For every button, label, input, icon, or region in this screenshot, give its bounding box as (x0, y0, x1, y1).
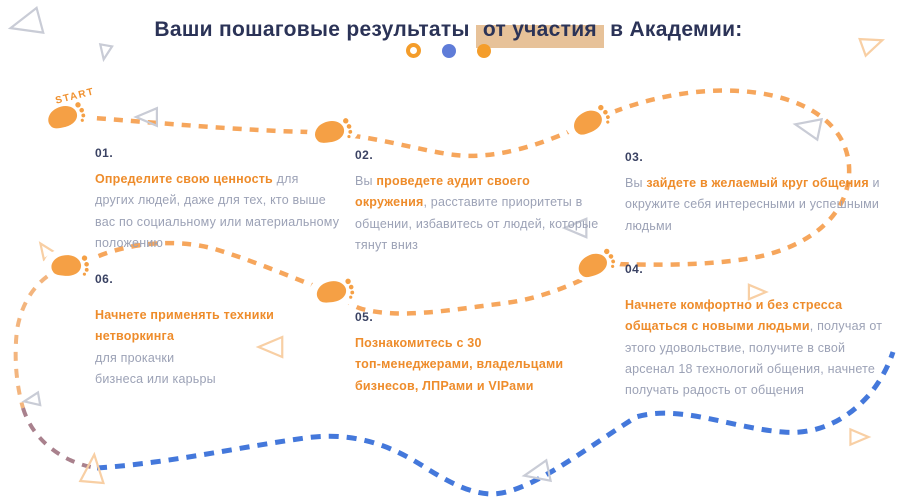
step-06: 06. Начнете применять техники нетворкинг… (95, 272, 350, 390)
triangle-icon (860, 32, 886, 56)
triangle-icon (23, 392, 40, 407)
triangle-icon (850, 429, 868, 444)
triangle-icon (565, 219, 587, 237)
step-text: Вы зайдете в желаемый круг общения и окр… (625, 173, 885, 237)
step-text-highlight: Начнете комфортно и без стресса общаться… (625, 298, 843, 334)
step-text-post: и окружите себя интересными и успешными … (625, 176, 880, 233)
step-text: Познакомитесь с 30 топ-менеджерами, влад… (355, 333, 590, 397)
carousel-dot-3[interactable] (477, 43, 491, 58)
step-text: Определите свою ценность для других люде… (95, 169, 340, 254)
carousel-dot-2[interactable] (442, 43, 456, 58)
triangle-icon (259, 337, 283, 357)
step-text: Вы проведете аудит своего окружения, рас… (355, 171, 600, 256)
step-05: 05. Познакомитесь с 30 топ-менеджерами, … (355, 310, 590, 397)
step-text-pre: Вы (355, 174, 377, 188)
step-text-highlight: Начнете применять техники нетворкинга (95, 308, 275, 344)
step-text-highlight: проведете аудит своего окружения (355, 174, 530, 210)
triangle-icon (522, 460, 550, 485)
footprint-icon-step6 (42, 246, 98, 284)
triangle-icon (749, 285, 766, 299)
carousel-dot-1[interactable] (406, 43, 421, 58)
dashed-path-rose-transition (21, 407, 98, 470)
triangle-icon (7, 8, 43, 41)
triangle-icon (793, 114, 821, 139)
step-04: 04. Начнете комфортно и без стресса обща… (625, 262, 889, 401)
footprint-icon-step3 (560, 94, 622, 146)
step-text-highlight: Определите свою ценность (95, 172, 273, 186)
step-text-post: для прокачки бизнеса или карьры (95, 350, 216, 386)
title-highlight: от участия (475, 18, 604, 49)
step-text-pre: Вы (625, 176, 647, 190)
step-text-highlight: Познакомитесь с 30 топ-менеджерами, влад… (355, 336, 564, 393)
step-number: 01. (95, 146, 114, 160)
dashed-path-blue-wave (96, 351, 896, 497)
step-number: 06. (95, 272, 114, 286)
triangle-icon (136, 108, 157, 126)
step-text-post: , получая от этого удовольствие, получит… (625, 319, 883, 397)
step-number: 04. (625, 262, 644, 276)
step-number: 05. (355, 310, 374, 324)
step-text-post: , расставите приоритеты в общении, избав… (355, 195, 599, 252)
step-text-highlight: зайдете в желаемый круг общения (646, 176, 869, 190)
title-text-pre: Ваши пошаговые результаты (154, 18, 476, 42)
triangle-icon (80, 454, 106, 483)
dashed-path-main (61, 88, 852, 316)
carousel-dots (0, 43, 897, 58)
step-text: Начнете комфортно и без стресса общаться… (625, 295, 889, 401)
step-text: Начнете применять техники нетворкинга дл… (95, 305, 350, 390)
step-text-post: для других людей, даже для тех, кто выше… (95, 172, 340, 250)
triangle-decorations (7, 8, 885, 486)
step-number: 02. (355, 148, 374, 162)
step-01: 01. Определите свою ценность для других … (95, 146, 340, 254)
step-number: 03. (625, 150, 644, 164)
triangle-icon (98, 44, 112, 60)
dashed-path-left-descent (13, 266, 63, 409)
step-03: 03. Вы зайдете в желаемый круг общения и… (625, 150, 885, 237)
title-text-post: в Академии: (603, 18, 743, 42)
step-02: 02. Вы проведете аудит своего окружения,… (355, 148, 600, 256)
page-title: Ваши пошаговые результаты от участия в А… (0, 18, 897, 49)
